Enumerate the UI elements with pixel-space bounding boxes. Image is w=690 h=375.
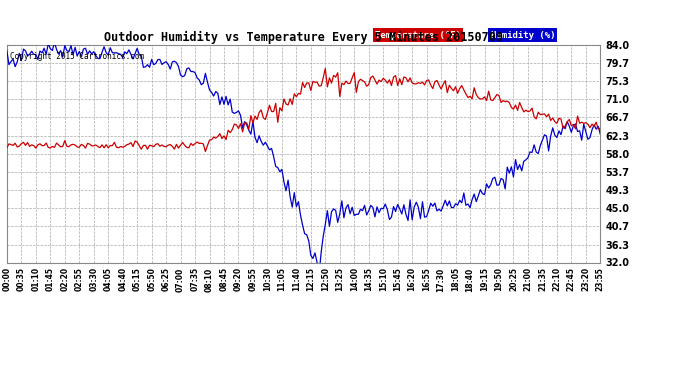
Text: Temperature (°F): Temperature (°F) bbox=[375, 31, 461, 40]
Text: Copyright 2015 Cartronics.com: Copyright 2015 Cartronics.com bbox=[10, 51, 144, 60]
Text: Humidity (%): Humidity (%) bbox=[491, 31, 555, 40]
Title: Outdoor Humidity vs Temperature Every 5 Minutes 20150709: Outdoor Humidity vs Temperature Every 5 … bbox=[104, 31, 503, 44]
